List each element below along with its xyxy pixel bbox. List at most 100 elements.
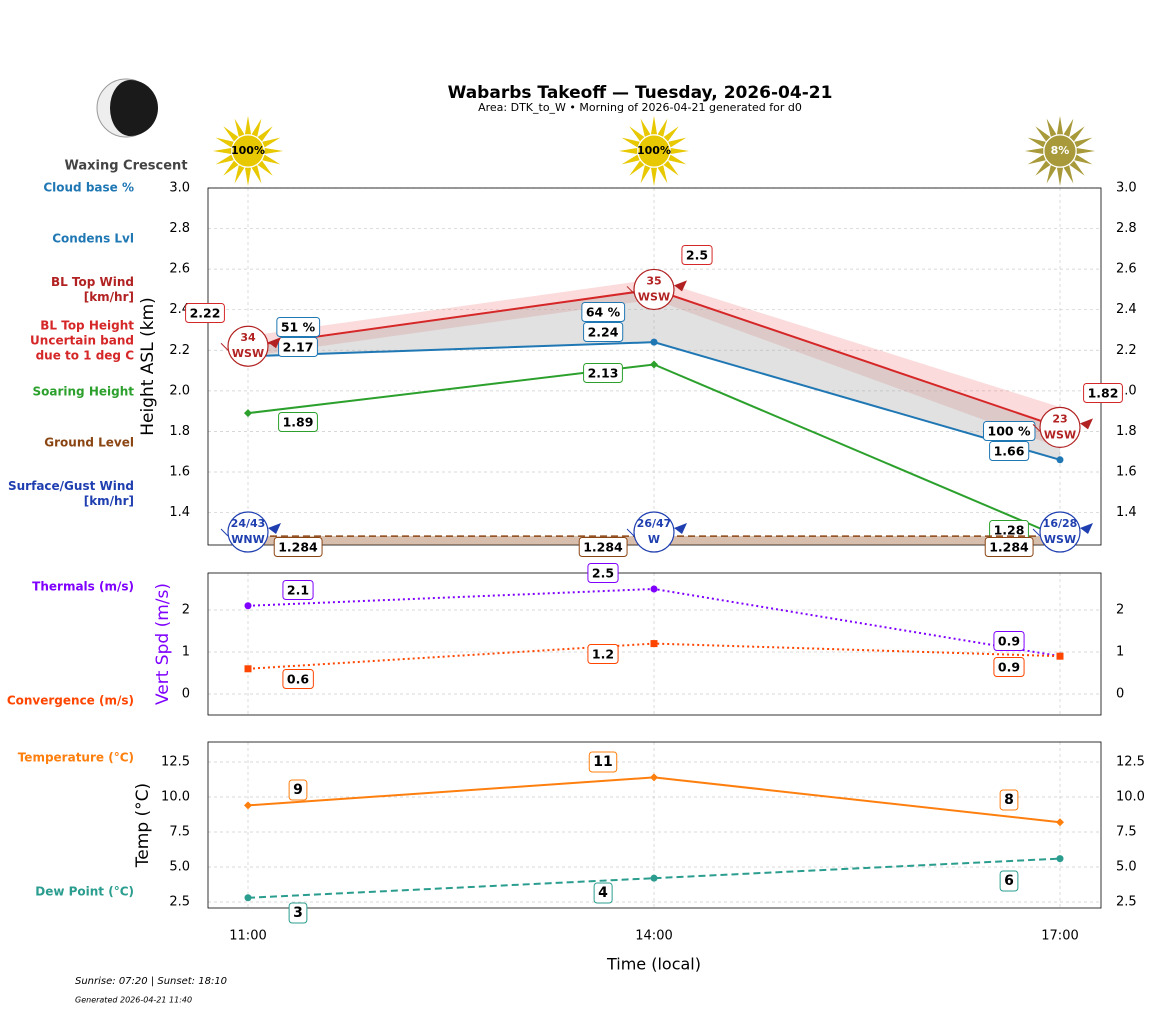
y-tick-label: 7.5 (169, 824, 190, 839)
value-label: 51 % (276, 317, 321, 337)
sun (231, 134, 265, 168)
wind-speed: 34 (240, 331, 256, 344)
x-tick-label: 14:00 (635, 929, 672, 944)
value-label-box (583, 363, 623, 383)
y2-tick-label: 2.2 (1116, 343, 1137, 358)
y-tick-label: 3.0 (169, 181, 190, 196)
y2-tick-label: 2 (1116, 602, 1124, 617)
value-label-box (1083, 383, 1123, 403)
y-tick-label: 10.0 (161, 790, 190, 805)
sun-ray (657, 118, 668, 137)
wind-direction: WSW (638, 290, 670, 303)
sun-label: 100% (637, 144, 671, 157)
value-label-box (588, 751, 618, 773)
value-label-box (282, 669, 314, 689)
value-label: 9 (288, 779, 308, 801)
value-label: 8 (999, 789, 1019, 811)
marker (244, 602, 252, 610)
sun-ray (264, 147, 283, 155)
value-label: 1.284 (273, 537, 323, 557)
row-label: Soaring Height (32, 384, 135, 399)
row-label: Temperature (°C) (17, 750, 134, 765)
value-label-text: 2.24 (588, 325, 619, 340)
y2-tick-label: 0 (1116, 686, 1124, 701)
value-label-text: 0.9 (998, 660, 1020, 675)
value-label: 4 (593, 882, 613, 904)
wind-direction: WNW (231, 533, 264, 546)
sun-ray (621, 154, 640, 165)
y-tick-label: 12.5 (161, 755, 190, 770)
sun-ray (1025, 147, 1044, 155)
wind-arrow (1080, 418, 1093, 430)
sun-ray (650, 167, 658, 186)
marker (1056, 652, 1064, 660)
value-label-box (993, 657, 1025, 677)
value-label-box (984, 537, 1034, 557)
value-label: 1.284 (984, 537, 1034, 557)
sun-ray (1056, 167, 1064, 186)
y-tick-label: 2.4 (169, 302, 190, 317)
sun-ray (1056, 116, 1064, 135)
sun-ray (1027, 137, 1046, 148)
marker (650, 640, 658, 648)
row-label: BL Top Wind [km/hr] (50, 275, 134, 304)
wind-barb (1032, 423, 1041, 432)
marker (650, 338, 658, 346)
sun-ray (640, 118, 651, 137)
marker (244, 409, 252, 418)
sun-label: 8% (1051, 144, 1070, 157)
wind-arrow (268, 523, 281, 534)
sun-ray (640, 165, 651, 184)
sun (1043, 134, 1077, 168)
value-label-box (185, 303, 225, 323)
sun-ray (234, 118, 245, 137)
wind-speed: 16/28 (1043, 517, 1078, 530)
row-label: Condens Lvl (52, 231, 134, 246)
subtitle: Area: DTK_to_W • Morning of 2026-04-21 g… (478, 101, 802, 114)
value-label-box (288, 902, 308, 924)
plot-frame (207, 572, 1102, 716)
value-label-box (593, 882, 613, 904)
value-label-text: 9 (293, 782, 303, 798)
value-label-box (273, 537, 323, 557)
y2-tick-label: 1.4 (1116, 505, 1137, 520)
sun-ray (251, 118, 262, 137)
marker (650, 585, 658, 593)
cloud-layer (248, 289, 1060, 460)
value-label-box (278, 337, 318, 357)
moon-shadow (110, 80, 158, 136)
sun-ray (1027, 154, 1046, 165)
sun-ray (213, 147, 232, 155)
sun-ray (1069, 126, 1085, 142)
y-axis-label: Vert Spd (m/s) (153, 583, 173, 705)
value-label-text: 1.28 (994, 523, 1025, 538)
value-label-text: 4 (598, 885, 608, 901)
value-label-box (581, 302, 626, 322)
marker (1056, 818, 1064, 827)
sun-ray (619, 147, 638, 155)
y2-tick-label: 3.0 (1116, 181, 1137, 196)
y-tick-label: 2.2 (169, 343, 190, 358)
sun-ray (215, 137, 234, 148)
sun-times: Sunrise: 07:20 | Sunset: 18:10 (75, 976, 227, 987)
sun-ray (1046, 118, 1057, 137)
series-line (247, 857, 1061, 899)
x-axis-label: Time (local) (606, 955, 701, 974)
sun-ray (257, 160, 273, 176)
sun-ray (262, 154, 281, 165)
y2-tick-label: 5.0 (1116, 859, 1137, 874)
value-label-text: 2.22 (190, 306, 221, 321)
y2-tick-label: 1.8 (1116, 424, 1137, 439)
y-axis-label: Height ASL (km) (138, 297, 158, 436)
wind-direction: WSW (232, 347, 264, 360)
wind-circle (633, 268, 675, 311)
wind-speed: 23 (1052, 412, 1067, 425)
y-tick-label: 2.6 (169, 262, 190, 277)
y-tick-label: 2 (182, 602, 190, 617)
sun-ray (621, 137, 640, 148)
row-label: Dew Point (°C) (35, 884, 134, 899)
sun-ray (223, 160, 239, 176)
value-label: 100 % (983, 421, 1036, 441)
wind-barb (626, 286, 635, 294)
